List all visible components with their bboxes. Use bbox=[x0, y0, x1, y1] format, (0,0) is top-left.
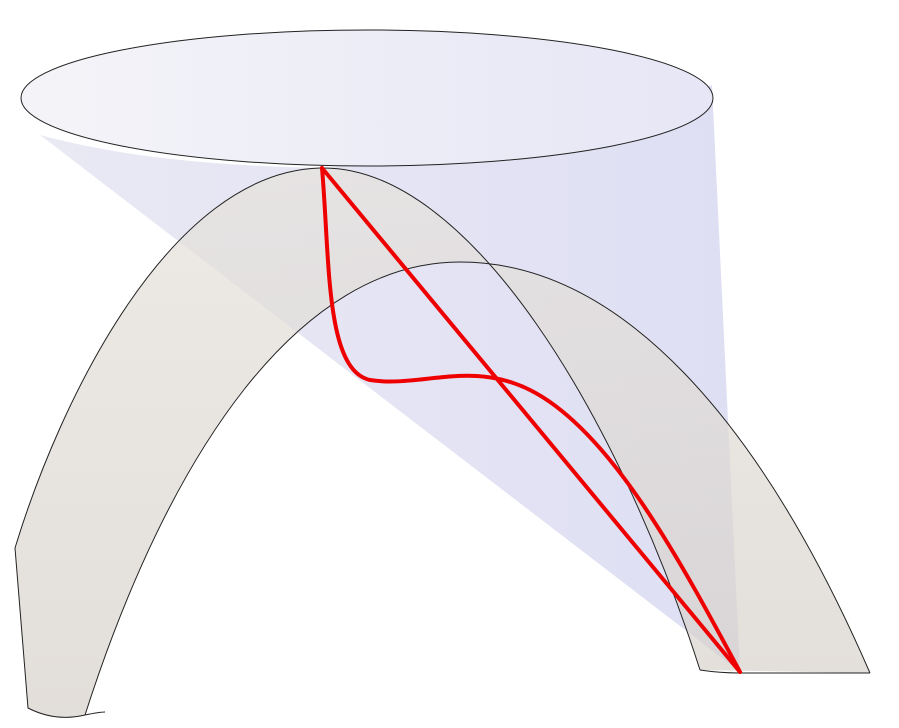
arch-end-left bbox=[14, 547, 106, 718]
red-wavy-curve bbox=[320, 166, 742, 674]
red-straight-curve bbox=[320, 166, 742, 674]
arch-surface bbox=[15, 167, 870, 718]
arch-outer-edge bbox=[14, 167, 701, 671]
top-ellipse bbox=[20, 29, 714, 167]
arch-inner-edge bbox=[84, 261, 871, 716]
